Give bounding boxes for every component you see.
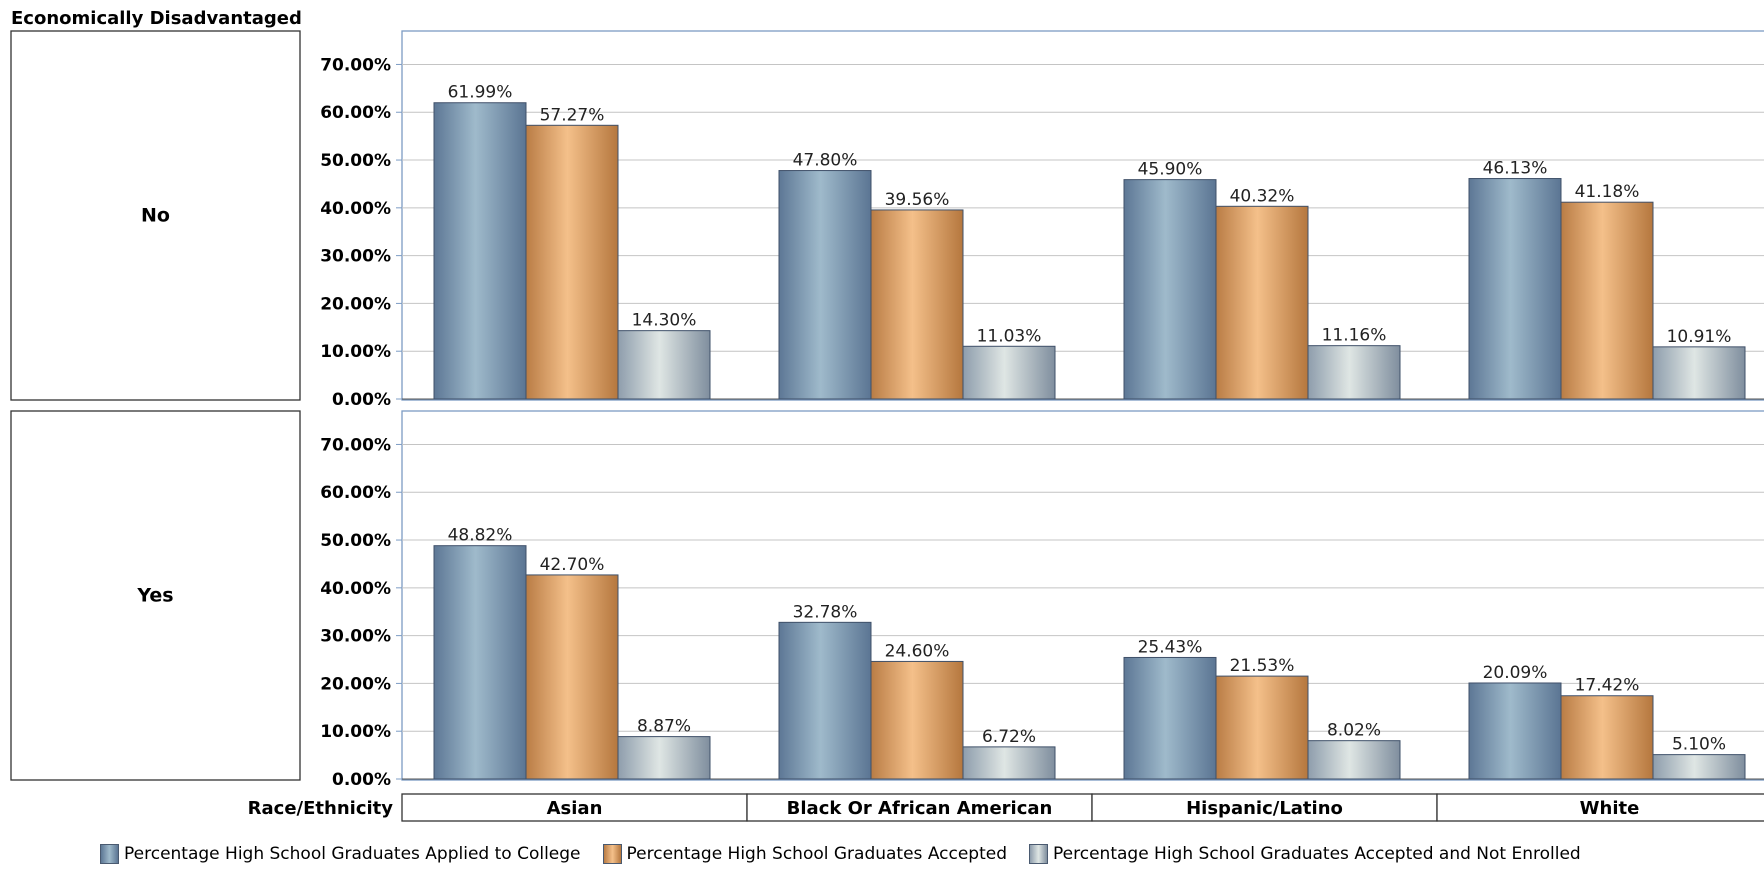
legend-swatch-accepted [602,844,622,864]
y-tick-label: 70.00% [320,55,391,75]
data-label: 24.60% [885,641,950,661]
y-tick-label: 40.00% [320,579,391,599]
bar[interactable] [778,170,872,400]
data-label: 20.09% [1483,663,1548,683]
bar[interactable] [1123,656,1217,780]
y-tick-label: 70.00% [320,435,391,455]
data-label: 11.03% [977,326,1042,346]
bar[interactable] [1307,740,1401,780]
bar[interactable] [1560,695,1654,780]
row-header-cell [10,410,301,781]
y-tick-label: 10.00% [320,722,391,742]
data-label: 14.30% [632,311,697,331]
row-header-label: Yes [136,585,173,607]
x-category-cell [1091,793,1438,822]
bar[interactable] [1652,754,1746,780]
bar[interactable] [870,209,964,400]
bar[interactable] [962,345,1056,400]
data-label: 39.56% [885,190,950,210]
data-label: 40.32% [1230,186,1295,206]
data-label: 32.78% [793,602,858,622]
legend-label-not-enrolled: Percentage High School Graduates Accepte… [1053,844,1581,864]
data-label: 48.82% [448,526,513,546]
bar[interactable] [1215,675,1309,780]
row-header-cell [10,30,301,401]
data-label: 45.90% [1138,160,1203,180]
y-tick-label: 10.00% [320,342,391,362]
bar[interactable] [1468,682,1562,780]
data-label: 41.18% [1575,182,1640,202]
x-category-label: White [1580,798,1640,819]
data-label: 25.43% [1138,637,1203,657]
bar[interactable] [1652,346,1746,400]
bar[interactable] [1215,205,1309,400]
row-header-label: No [141,205,170,227]
x-dimension-label: Race/Ethnicity [248,798,394,819]
y-tick-label: 50.00% [320,151,391,171]
data-label: 61.99% [448,83,513,103]
data-label: 5.10% [1672,735,1726,755]
x-category-label: Black Or African American [787,798,1053,819]
bar[interactable] [778,621,872,780]
panel-no: No 0.00% 10.00% 20.00% 30.00% 40.00% 50.00% 60.… [10,30,1764,410]
x-category-label: Hispanic/Latino [1186,798,1343,819]
data-label: 17.42% [1575,676,1640,696]
data-label: 10.91% [1667,327,1732,347]
bar[interactable] [525,124,619,400]
y-tick-label: 0.00% [332,390,391,410]
legend: Percentage High School Graduates Applied… [100,844,1603,864]
row-dimension-label: Economically Disadvantaged [11,8,302,29]
legend-swatch-not-enrolled [1029,844,1049,864]
bar[interactable] [617,736,711,780]
legend-label-applied: Percentage High School Graduates Applied… [124,844,581,864]
bar[interactable] [962,746,1056,780]
legend-item-applied[interactable]: Percentage High School Graduates Applied… [100,844,581,864]
bar[interactable] [1560,201,1654,400]
y-tick-label: 30.00% [320,627,391,647]
y-tick-label: 30.00% [320,247,391,267]
bar[interactable] [870,660,964,780]
legend-label-accepted: Percentage High School Graduates Accepte… [626,844,1008,864]
legend-item-accepted[interactable]: Percentage High School Graduates Accepte… [602,844,1008,864]
bar[interactable] [1468,178,1562,400]
panel-yes: Yes 0.00% 10.00% 20.00% 30.00% 40.00% 50.00% 60… [10,410,1764,790]
y-tick-label: 0.00% [332,770,391,790]
y-tick-label: 40.00% [320,199,391,219]
data-label: 21.53% [1230,656,1295,676]
x-category-cell [1436,793,1764,822]
data-label: 47.80% [793,151,858,171]
bar[interactable] [433,545,527,780]
y-tick-label: 60.00% [320,103,391,123]
data-label: 42.70% [540,555,605,575]
bar[interactable] [525,574,619,780]
y-tick-label: 50.00% [320,531,391,551]
data-label: 8.87% [637,717,691,737]
x-category-cell [746,793,1093,822]
y-tick-label: 20.00% [320,294,391,314]
bar[interactable] [617,330,711,400]
legend-swatch-applied [100,844,119,864]
data-label: 6.72% [982,727,1036,747]
y-tick-label: 20.00% [320,674,391,694]
data-label: 57.27% [540,105,605,125]
x-category-label: Asian [547,798,603,819]
y-tick-label: 60.00% [320,483,391,503]
data-label: 46.13% [1483,159,1548,179]
bar[interactable] [1307,345,1401,400]
data-label: 11.16% [1322,326,1387,346]
bar[interactable] [433,102,527,400]
data-label: 8.02% [1327,721,1381,741]
legend-item-not-enrolled[interactable]: Percentage High School Graduates Accepte… [1029,844,1581,864]
bar[interactable] [1123,179,1217,400]
